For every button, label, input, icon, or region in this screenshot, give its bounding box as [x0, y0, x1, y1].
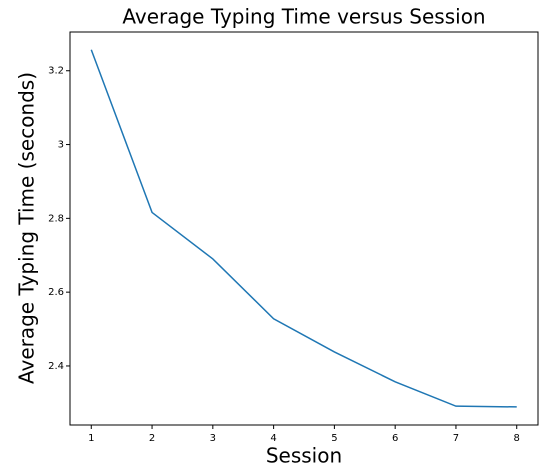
line-series [90, 49, 517, 408]
x-tick-label: 2 [149, 433, 155, 444]
y-axis-label: Average Typing Time (seconds) [15, 72, 39, 384]
y-tick-label: 2.8 [48, 213, 64, 224]
y-tick-label: 2.4 [48, 361, 64, 372]
x-tick-label: 7 [453, 433, 459, 444]
y-tick-label: 3 [58, 140, 64, 151]
x-tick-label: 8 [514, 433, 520, 444]
x-tick-label: 1 [88, 433, 94, 444]
x-tick-label: 3 [210, 433, 216, 444]
x-tick-label: 4 [270, 433, 276, 444]
y-tick-label: 3.2 [48, 66, 64, 77]
y-tick-label: 2.6 [48, 287, 64, 298]
x-tick-label: 5 [331, 433, 337, 444]
plot-frame [69, 31, 539, 426]
chart-title: Average Typing Time versus Session [122, 5, 485, 29]
x-axis-label: Session [266, 444, 342, 468]
x-tick-label: 6 [392, 433, 398, 444]
